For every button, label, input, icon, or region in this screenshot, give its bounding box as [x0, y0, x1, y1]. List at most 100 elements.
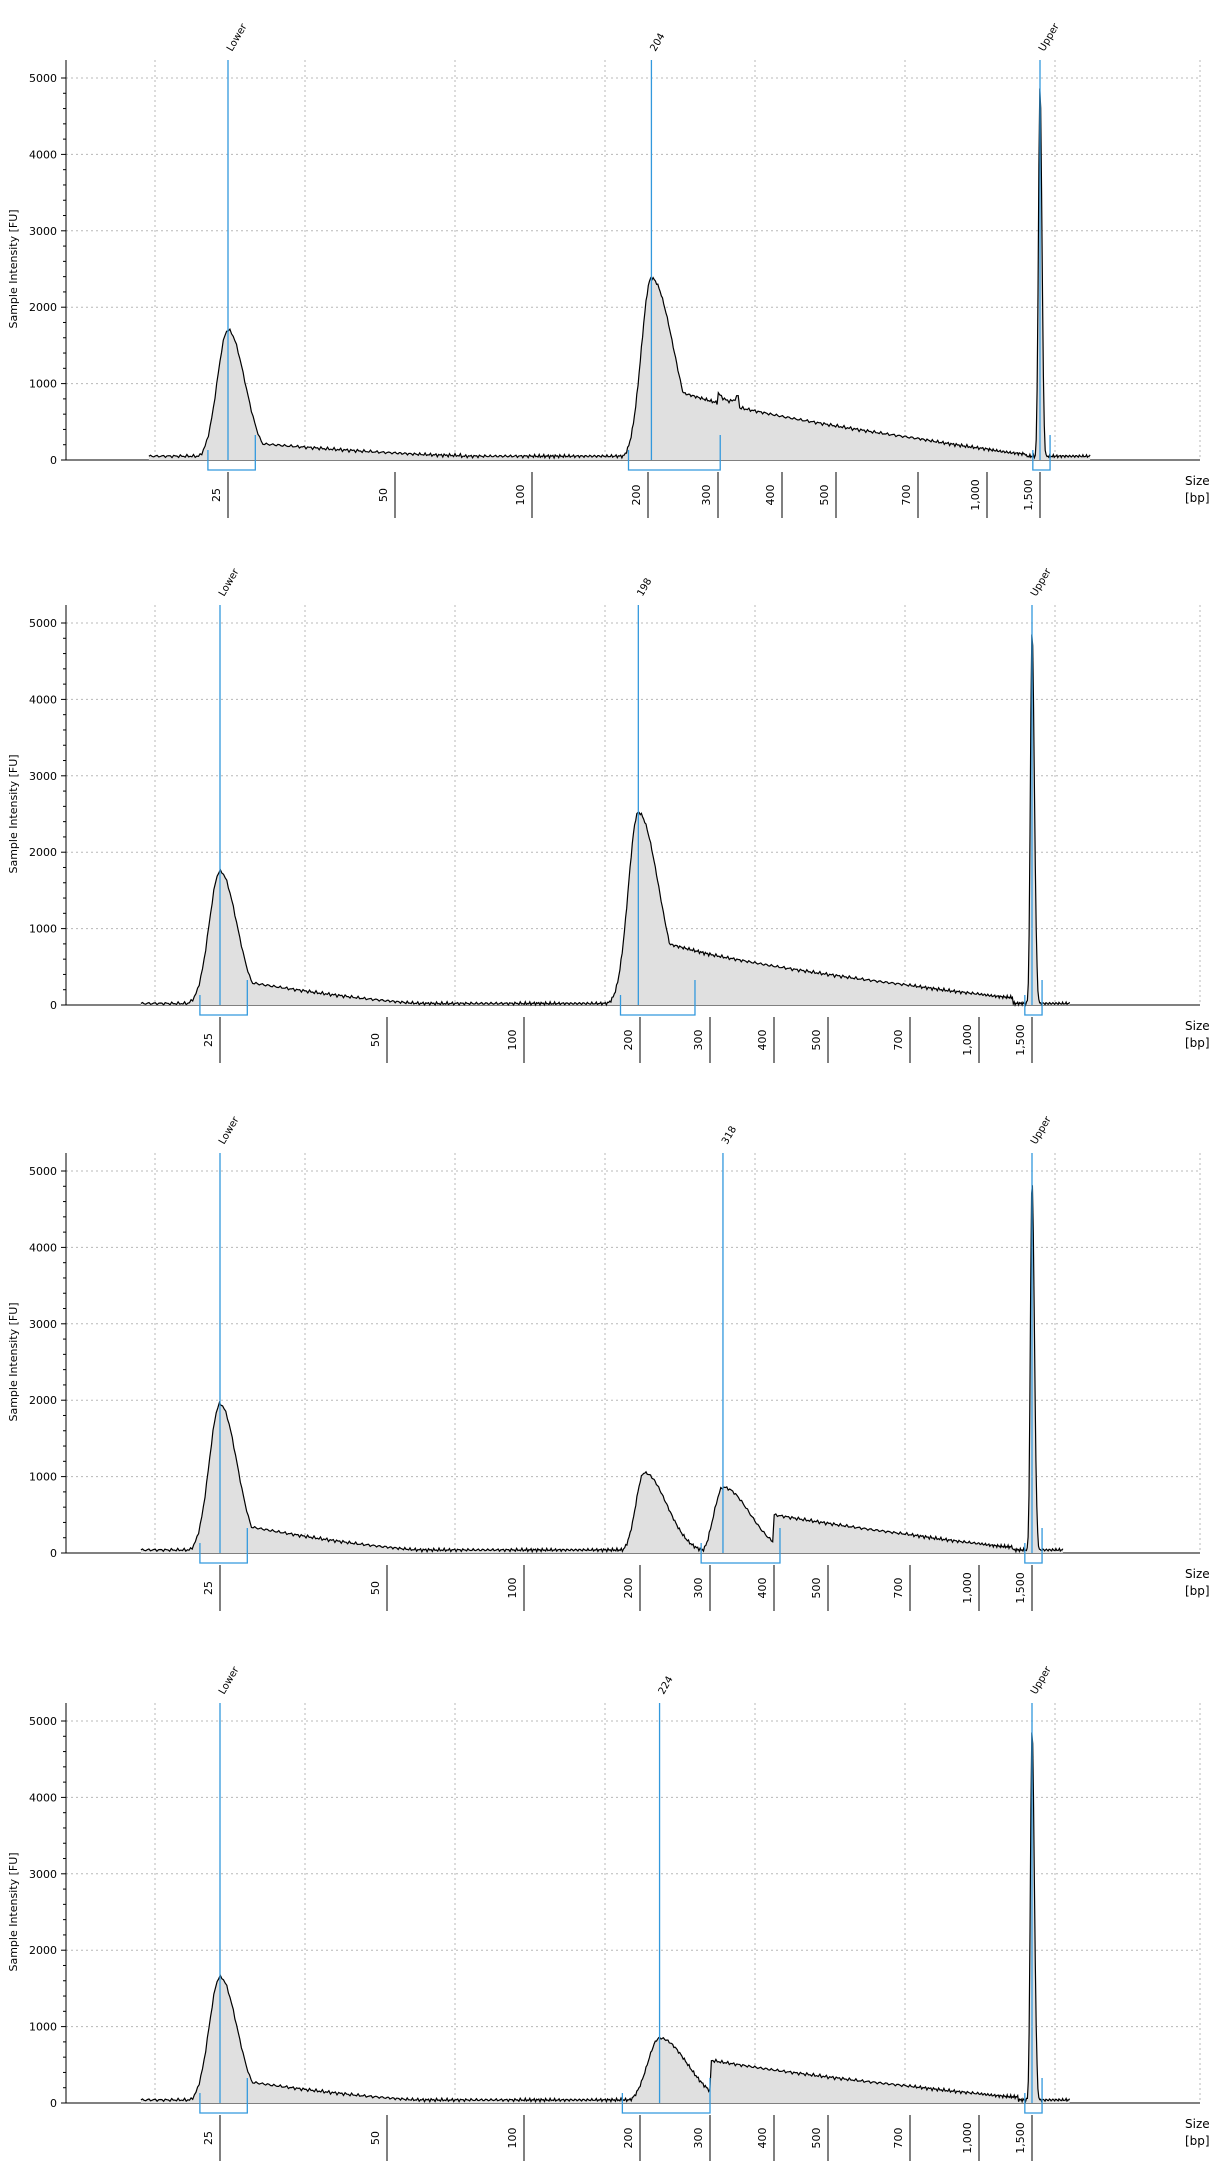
y-tick-label: 1000: [29, 1471, 57, 1484]
size-tick-label: 700: [900, 485, 913, 506]
y-tick-label: 3000: [29, 1318, 57, 1331]
size-tick-label: 200: [622, 1030, 635, 1051]
trace-area: [140, 1732, 1070, 2103]
y-tick-label: 5000: [29, 1165, 57, 1178]
size-tick-label: 100: [514, 485, 527, 506]
size-tick-label: 700: [892, 1030, 905, 1051]
size-tick-label: 25: [210, 488, 223, 502]
size-tick-label: 100: [506, 1030, 519, 1051]
y-axis-label: Sample Intensity [FU]: [7, 1302, 20, 1421]
y-tick-label: 0: [50, 454, 57, 467]
peak-marker-label: Upper: [1037, 21, 1062, 53]
size-tick-label: 50: [369, 1581, 382, 1595]
size-tick-label: 400: [756, 2128, 769, 2149]
size-tick-label: 100: [506, 1578, 519, 1599]
y-tick-label: 0: [50, 2097, 57, 2110]
peak-marker-label: Upper: [1029, 1664, 1054, 1696]
y-tick-label: 3000: [29, 1868, 57, 1881]
size-tick-label: 25: [202, 1581, 215, 1595]
peak-marker-label: Upper: [1029, 1114, 1054, 1146]
size-tick-label: 500: [818, 485, 831, 506]
x-axis-label-unit: [bp]: [1185, 2134, 1210, 2148]
size-tick-label: 1,000: [961, 2122, 974, 2154]
size-tick-label: 200: [622, 2128, 635, 2149]
size-tick-label: 300: [692, 2128, 705, 2149]
size-tick-label: 1,500: [1014, 1024, 1027, 1056]
y-tick-label: 4000: [29, 148, 57, 161]
size-tick-label: 1,500: [1022, 479, 1035, 511]
y-tick-label: 4000: [29, 693, 57, 706]
y-tick-label: 1000: [29, 923, 57, 936]
size-tick-label: 1,500: [1014, 2122, 1027, 2154]
size-tick-label: 400: [756, 1578, 769, 1599]
chart-panel-2: 0 1000 2000 3000 4000 5000 Sample Intensity [F…: [7, 566, 1210, 1063]
peak-marker-label: 204: [648, 31, 667, 53]
size-tick-label: 100: [506, 2128, 519, 2149]
y-tick-label: 1000: [29, 2021, 57, 2034]
x-axis-label-unit: [bp]: [1185, 1584, 1210, 1598]
peak-marker-label: 224: [657, 1674, 676, 1696]
peak-range-bracket: [1032, 435, 1051, 471]
y-tick-label: 2000: [29, 846, 57, 859]
size-tick-label: 1,500: [1014, 1572, 1027, 1604]
peak-range-bracket: [1024, 980, 1043, 1016]
size-tick-label: 1,000: [961, 1024, 974, 1056]
trace-line: [140, 1185, 1064, 1554]
size-tick-label: 500: [810, 1578, 823, 1599]
chart-panel-1: 0 1000 2000 3000 4000 5000 Sample Intensity [F…: [7, 21, 1210, 518]
x-axis-label-size: Size: [1185, 1019, 1210, 1033]
peak-range-bracket: [1024, 1528, 1043, 1564]
trace-line: [140, 634, 1071, 1007]
size-tick-label: 200: [630, 485, 643, 506]
y-tick-label: 0: [50, 1547, 57, 1560]
y-tick-label: 1000: [29, 378, 57, 391]
x-axis-label-unit: [bp]: [1185, 491, 1210, 505]
size-tick-label: 700: [892, 2128, 905, 2149]
y-tick-label: 2000: [29, 1394, 57, 1407]
chart-panel-3: 0 1000 2000 3000 4000 5000 Sample Intensity [F…: [7, 1114, 1210, 1611]
size-tick-label: 700: [892, 1578, 905, 1599]
chart-panel-4: 0 1000 2000 3000 4000 5000 Sample Intensity [F…: [7, 1664, 1210, 2161]
size-tick-label: 400: [756, 1030, 769, 1051]
peak-marker-label: 318: [720, 1124, 739, 1146]
peak-range-bracket: [199, 980, 248, 1016]
peak-range-bracket: [700, 1528, 781, 1564]
size-tick-label: 300: [700, 485, 713, 506]
size-tick-label: 400: [764, 485, 777, 506]
size-tick-label: 500: [810, 2128, 823, 2149]
peak-range-bracket: [627, 435, 721, 471]
size-tick-label: 25: [202, 1033, 215, 1047]
peak-range-bracket: [619, 980, 696, 1016]
peak-marker-label: Lower: [217, 566, 242, 598]
size-tick-label: 50: [369, 2131, 382, 2145]
peak-range-bracket: [199, 2078, 248, 2114]
trace-area: [140, 1185, 1063, 1553]
y-tick-label: 4000: [29, 1791, 57, 1804]
peak-range-bracket: [1024, 2078, 1043, 2114]
peak-range-bracket: [621, 2078, 711, 2114]
y-tick-label: 3000: [29, 225, 57, 238]
x-axis-label-size: Size: [1185, 1567, 1210, 1581]
trace-area: [140, 634, 1070, 1005]
y-axis-label: Sample Intensity [FU]: [7, 754, 20, 873]
size-tick-label: 1,000: [961, 1572, 974, 1604]
peak-marker-label: Upper: [1029, 566, 1054, 598]
y-tick-label: 2000: [29, 301, 57, 314]
x-axis-label-size: Size: [1185, 2117, 1210, 2131]
size-tick-label: 300: [692, 1030, 705, 1051]
size-tick-label: 200: [622, 1578, 635, 1599]
peak-range-bracket: [207, 435, 256, 471]
size-tick-label: 50: [369, 1033, 382, 1047]
y-axis-label: Sample Intensity [FU]: [7, 1852, 20, 1971]
size-tick-label: 25: [202, 2131, 215, 2145]
trace-area: [148, 88, 1091, 460]
x-axis-label-size: Size: [1185, 474, 1210, 488]
size-tick-label: 300: [692, 1578, 705, 1599]
peak-marker-label: Lower: [217, 1664, 242, 1696]
peak-marker-label: Lower: [225, 21, 250, 53]
x-axis-label-unit: [bp]: [1185, 1036, 1210, 1050]
peak-marker-label: 198: [635, 576, 654, 598]
size-tick-label: 500: [810, 1030, 823, 1051]
peak-range-bracket: [199, 1528, 248, 1564]
